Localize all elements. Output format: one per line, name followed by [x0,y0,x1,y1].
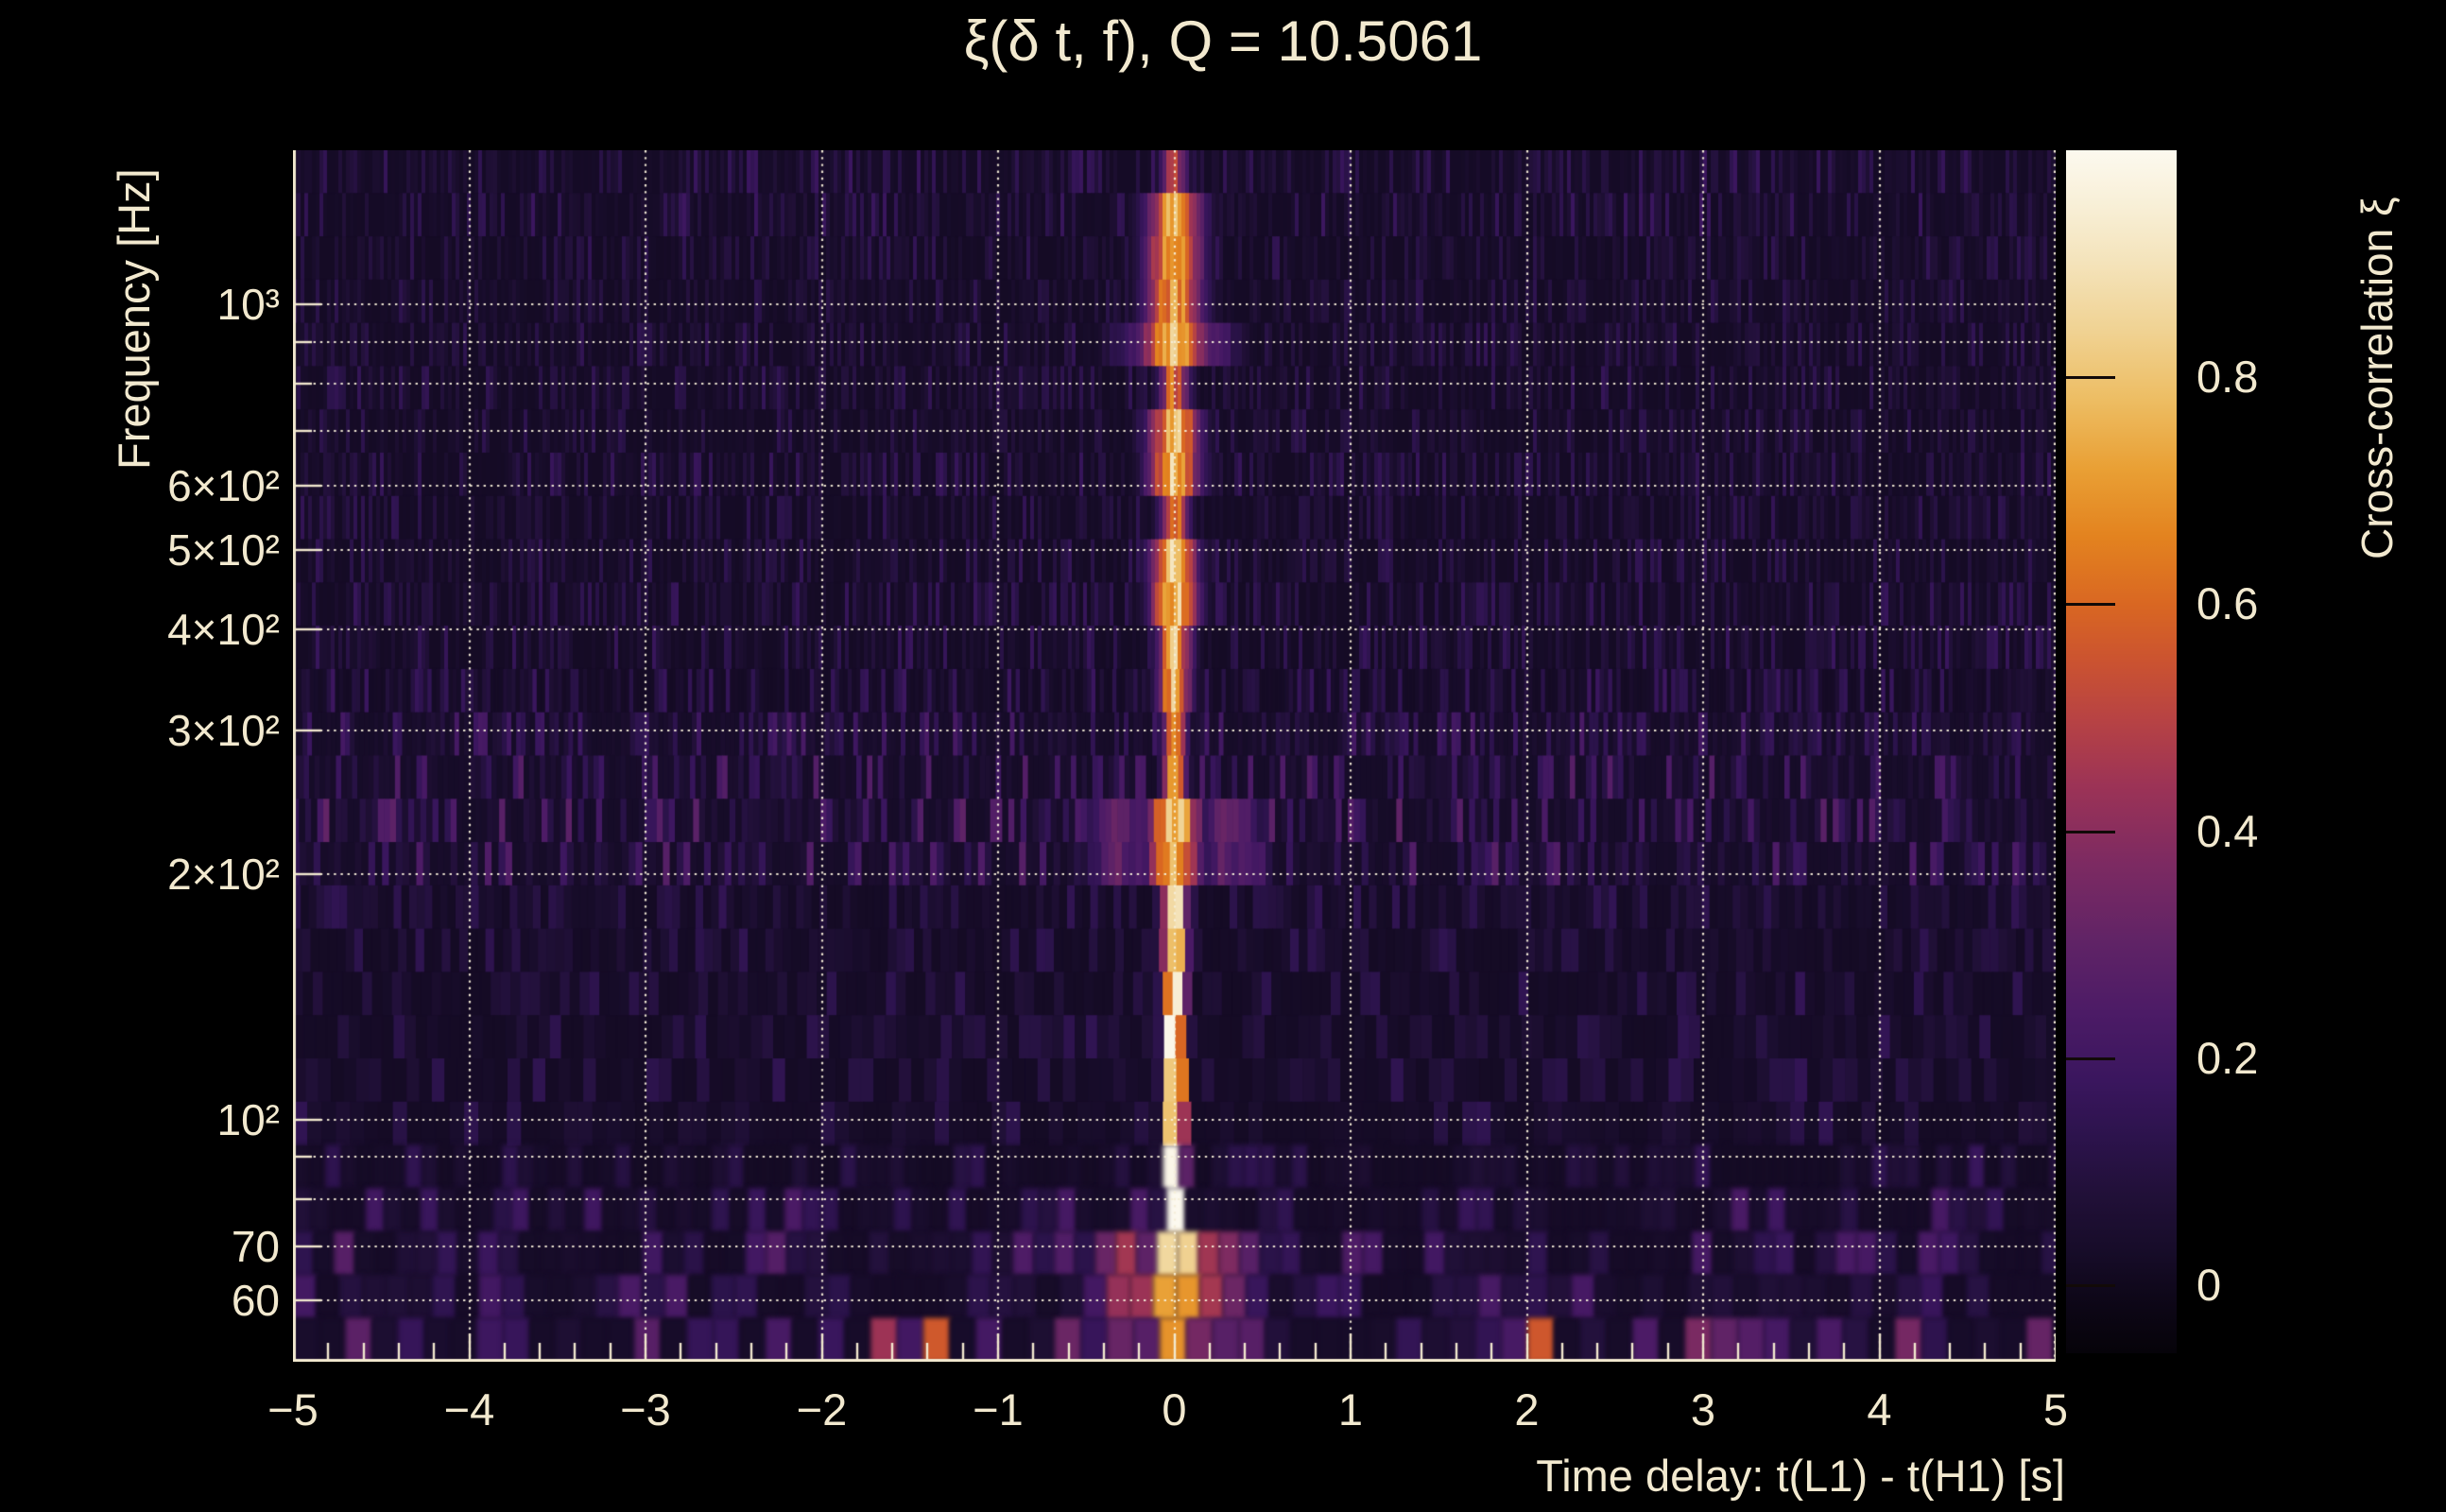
x-tick-label: 4 [1814,1383,1946,1436]
x-tick-label: 0 [1109,1383,1241,1436]
y-tick-label: 70 [38,1222,280,1271]
colorbar-title: Cross-correlation ξ [2351,197,2403,559]
y-tick-label: 60 [38,1276,280,1325]
colorbar-tick-mark [2066,831,2115,833]
colorbar-tick-label: 0.6 [2196,579,2386,628]
y-tick-label: 2×10² [38,850,280,899]
y-tick-label: 3×10² [38,706,280,755]
x-tick-label: 1 [1284,1383,1417,1436]
x-tick-label: 3 [1637,1383,1769,1436]
y-tick-label: 4×10² [38,605,280,654]
colorbar-tick-label: 0.2 [2196,1034,2386,1083]
x-axis-title: Time delay: t(L1) - t(H1) [s] [1134,1450,2065,1502]
x-tick-label: −5 [227,1383,359,1436]
colorbar-tick-label: 0 [2196,1261,2386,1310]
x-tick-label: −3 [579,1383,712,1436]
colorbar-tick-mark [2066,1057,2115,1060]
heatmap-canvas [293,150,2056,1362]
x-tick-label: −2 [756,1383,888,1436]
y-tick-label: 10² [38,1095,280,1144]
x-tick-label: −4 [404,1383,536,1436]
x-tick-label: 5 [1990,1383,2122,1436]
chart-title: ξ(δ t, f), Q = 10.5061 [0,8,2446,76]
y-tick-label: 5×10² [38,525,280,575]
colorbar-tick-label: 0.4 [2196,807,2386,856]
colorbar-tick-mark [2066,376,2115,379]
x-tick-label: 2 [1461,1383,1593,1436]
colorbar-tick-mark [2066,1284,2115,1287]
y-tick-label: 10³ [38,280,280,329]
colorbar-gradient [2066,150,2177,1353]
colorbar-tick-mark [2066,603,2115,606]
y-tick-label: 6×10² [38,461,280,510]
x-tick-label: −1 [932,1383,1064,1436]
